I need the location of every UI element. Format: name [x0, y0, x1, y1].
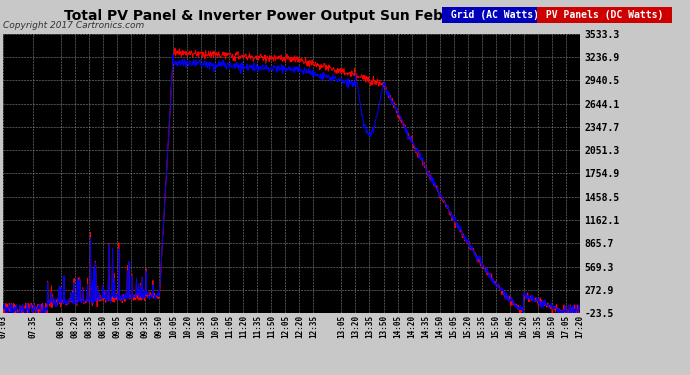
Text: Copyright 2017 Cartronics.com: Copyright 2017 Cartronics.com — [3, 21, 145, 30]
Text: Grid (AC Watts): Grid (AC Watts) — [445, 10, 545, 20]
Text: Total PV Panel & Inverter Power Output Sun Feb 12 17:23: Total PV Panel & Inverter Power Output S… — [63, 9, 516, 23]
Text: PV Panels (DC Watts): PV Panels (DC Watts) — [540, 10, 669, 20]
